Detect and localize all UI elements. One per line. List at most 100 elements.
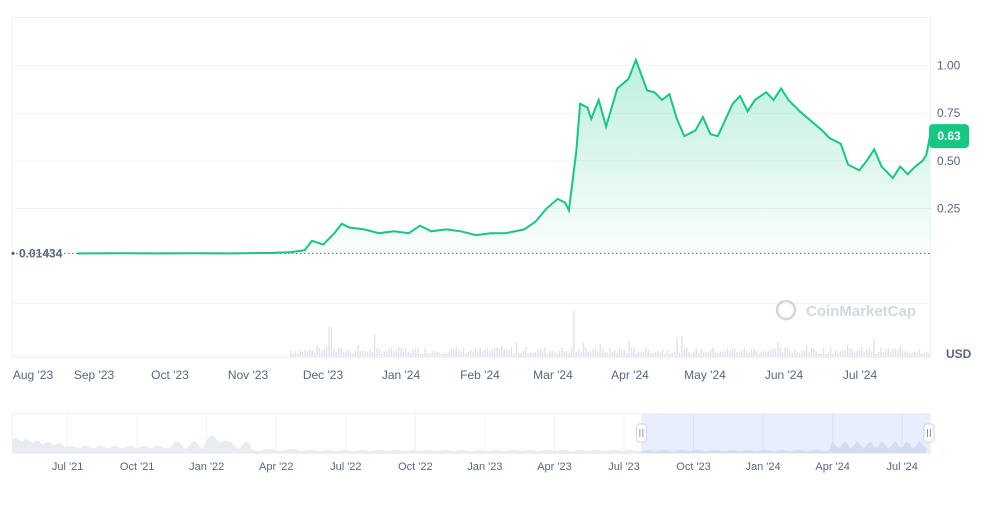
volume-bar	[438, 353, 441, 357]
volume-bar	[290, 350, 292, 357]
volume-bar	[818, 353, 820, 357]
volume-bar	[856, 350, 858, 357]
navigator-right-handle[interactable]	[923, 423, 935, 443]
volume-bar	[904, 351, 906, 357]
volume-bar	[832, 353, 834, 357]
volume-bar	[426, 352, 429, 357]
volume-bar	[491, 349, 493, 357]
volume-bar	[798, 353, 801, 357]
volume-bar	[616, 353, 618, 357]
volume-bar	[316, 345, 318, 357]
volume-bar	[774, 349, 777, 357]
volume-bar	[424, 348, 426, 357]
volume-bar	[654, 351, 657, 357]
volume-bar	[450, 348, 453, 357]
volume-bar	[510, 347, 513, 357]
volume-bar	[827, 352, 829, 357]
volume-bar	[854, 353, 856, 357]
watermark-logo-icon	[775, 299, 797, 321]
navigator-left-handle[interactable]	[635, 423, 647, 443]
volume-bar	[390, 347, 393, 357]
volume-bar	[650, 353, 652, 357]
volume-bar	[578, 348, 580, 357]
volume-bar	[518, 352, 520, 357]
volume-bar	[676, 337, 678, 357]
volume-bar	[323, 349, 325, 357]
volume-bar	[669, 353, 671, 357]
x-tick-label: Sep '23	[74, 368, 115, 382]
volume-bar	[784, 347, 786, 357]
x-tick-label: Jan '24	[382, 368, 421, 382]
volume-bar	[299, 349, 301, 357]
volume-bar	[887, 348, 889, 357]
volume-bar	[470, 349, 472, 357]
price-line-above-baseline	[77, 57, 931, 255]
volume-bar	[618, 348, 621, 357]
volume-bar	[705, 351, 707, 357]
price-area-fill	[77, 59, 930, 254]
volume-bar	[638, 351, 640, 357]
volume-bar	[318, 348, 321, 357]
volume-bar	[446, 353, 448, 357]
volume-bar	[734, 348, 736, 357]
volume-bar	[573, 311, 575, 357]
volume-bar	[640, 352, 642, 357]
volume-bar	[671, 353, 673, 357]
current-price-badge: 0.63	[929, 124, 969, 149]
navigator-tick-label: Jan '24	[746, 461, 781, 473]
volume-bar	[556, 353, 558, 357]
volume-bar	[609, 347, 611, 357]
navigator-tick-label: Apr '24	[815, 461, 850, 473]
volume-bar	[738, 352, 741, 357]
volume-bar	[398, 347, 400, 357]
navigator-x-axis: Jul '21 Oct '21 Jan '22 Apr '22 Jul '22 Oct '…	[52, 461, 918, 473]
handle-grip[interactable]	[635, 423, 647, 443]
range-navigator[interactable]: Jul '21 Oct '21 Jan '22 Apr '22 Jul '22 Oct '…	[12, 413, 935, 474]
navigator-tick-label: Jul '21	[52, 461, 83, 473]
volume-bar	[465, 353, 467, 357]
volume-bar	[626, 353, 628, 357]
volume-bar	[753, 348, 755, 357]
volume-bar	[750, 349, 753, 357]
volume-bar	[664, 353, 666, 357]
volume-bar	[695, 347, 697, 357]
volume-bar	[861, 347, 863, 357]
volume-bar	[587, 351, 589, 357]
volume-bar	[686, 347, 688, 357]
volume-bar	[878, 351, 880, 357]
volume-bar	[354, 351, 357, 357]
volume-bar	[477, 351, 479, 357]
volume-bar	[338, 347, 340, 357]
navigator-tick-label: Oct '21	[120, 461, 155, 473]
volume-bar	[554, 351, 556, 357]
volume-bar	[443, 353, 445, 357]
volume-bar	[645, 347, 647, 357]
volume-bar	[813, 348, 815, 357]
volume-bar	[525, 346, 527, 357]
volume-bar	[563, 351, 565, 357]
volume-bar	[882, 352, 885, 357]
volume-bar	[914, 352, 916, 357]
handle-grip[interactable]	[923, 423, 935, 443]
volume-bar	[731, 349, 733, 357]
volume-bar	[863, 352, 865, 357]
navigator-tick-label: Oct '23	[676, 461, 711, 473]
volume-bar	[767, 350, 769, 357]
x-tick-label: Apr '24	[611, 368, 649, 382]
volume-bar	[666, 350, 669, 357]
volume-bar	[321, 351, 323, 357]
volume-bar	[743, 347, 745, 357]
volume-bar	[892, 348, 894, 357]
volume-bar	[590, 352, 592, 357]
volume-bar	[690, 353, 693, 357]
navigator-selected-range[interactable]	[641, 414, 930, 453]
volume-bar	[839, 350, 841, 357]
volume-bar	[333, 348, 335, 357]
currency-label: USD	[946, 347, 972, 361]
volume-bar	[575, 351, 577, 357]
volume-bar	[623, 349, 625, 357]
volume-bar	[414, 347, 417, 357]
volume-bar	[482, 350, 484, 357]
volume-bar	[820, 353, 822, 357]
